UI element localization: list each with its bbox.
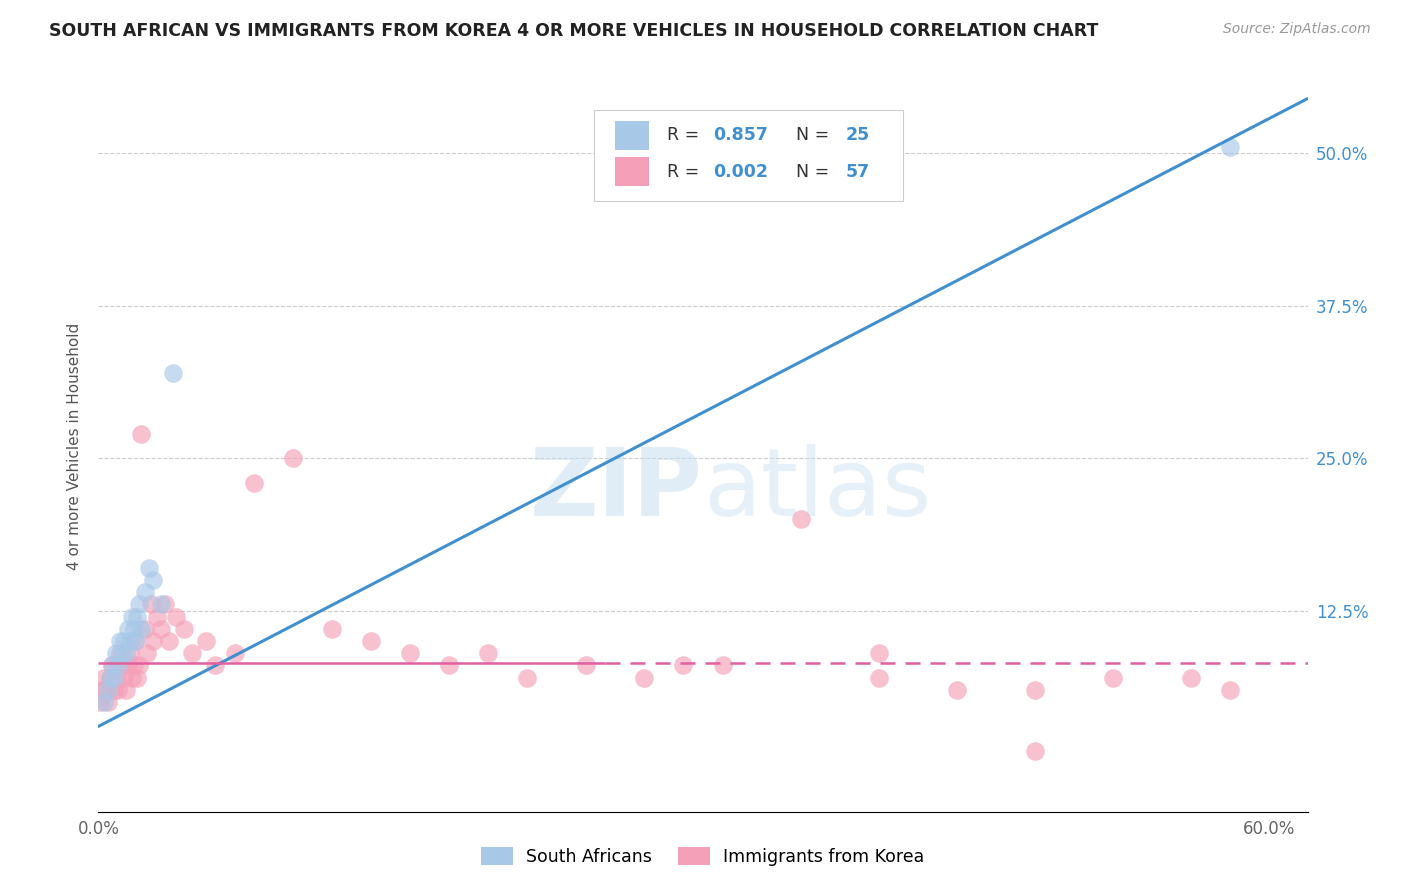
Point — [672, 658, 695, 673]
Point — [127, 609, 149, 624]
Point — [98, 671, 121, 685]
Point — [101, 658, 124, 673]
Point — [321, 622, 343, 636]
Point — [114, 682, 136, 697]
Point — [93, 671, 115, 685]
Point — [789, 512, 811, 526]
Point — [146, 609, 169, 624]
Point — [204, 658, 226, 673]
Point — [181, 646, 204, 660]
Point — [117, 658, 139, 673]
Point — [1219, 140, 1241, 154]
Point — [1024, 744, 1046, 758]
Text: R =: R = — [666, 162, 704, 181]
Point — [1101, 671, 1123, 685]
Text: R =: R = — [666, 126, 704, 145]
Point — [243, 475, 266, 490]
Point — [118, 646, 141, 660]
Point — [134, 622, 156, 636]
Point — [136, 646, 159, 660]
Point — [122, 658, 145, 673]
Point — [149, 598, 172, 612]
Point — [89, 695, 111, 709]
Point — [868, 646, 890, 660]
Point — [104, 646, 127, 660]
Point — [108, 634, 131, 648]
Point — [1219, 682, 1241, 697]
Text: 0.002: 0.002 — [713, 162, 768, 181]
Point — [139, 598, 162, 612]
Point — [114, 646, 136, 660]
Point — [121, 609, 143, 624]
Point — [157, 634, 180, 648]
Point — [127, 671, 149, 685]
Legend: South Africans, Immigrants from Korea: South Africans, Immigrants from Korea — [474, 840, 932, 872]
Bar — [614, 120, 648, 150]
Text: 0.857: 0.857 — [713, 126, 768, 145]
Point — [142, 573, 165, 587]
Point — [131, 622, 153, 636]
Point — [112, 671, 135, 685]
FancyBboxPatch shape — [595, 110, 903, 201]
Point — [97, 695, 120, 709]
Point — [98, 671, 121, 685]
Point — [117, 622, 139, 636]
Text: 25: 25 — [845, 126, 870, 145]
Point — [103, 671, 125, 685]
Point — [945, 682, 967, 697]
Point — [516, 671, 538, 685]
Point — [283, 451, 305, 466]
Point — [108, 646, 131, 660]
Point — [1024, 682, 1046, 697]
Point — [439, 658, 461, 673]
Point — [138, 561, 160, 575]
Point — [118, 634, 141, 648]
Point — [124, 634, 146, 648]
Point — [165, 609, 187, 624]
Point — [142, 634, 165, 648]
Point — [360, 634, 382, 648]
Point — [162, 366, 184, 380]
Point — [575, 658, 598, 673]
Text: N =: N = — [785, 162, 835, 181]
Point — [104, 671, 127, 685]
Point — [111, 658, 134, 673]
Point — [128, 598, 150, 612]
Y-axis label: 4 or more Vehicles in Household: 4 or more Vehicles in Household — [67, 322, 83, 570]
Point — [224, 646, 246, 660]
Point — [112, 634, 135, 648]
Point — [96, 682, 118, 697]
Point — [124, 634, 146, 648]
Point — [107, 658, 129, 673]
Point — [111, 646, 134, 660]
Bar — [614, 157, 648, 186]
Point — [633, 671, 655, 685]
Point — [121, 671, 143, 685]
Point — [399, 646, 422, 660]
Point — [173, 622, 195, 636]
Point — [1180, 671, 1202, 685]
Point — [868, 671, 890, 685]
Text: 57: 57 — [845, 162, 870, 181]
Point — [93, 695, 115, 709]
Point — [107, 682, 129, 697]
Point — [101, 658, 124, 673]
Point — [194, 634, 217, 648]
Text: atlas: atlas — [703, 444, 931, 536]
Point — [122, 622, 145, 636]
Point — [153, 598, 176, 612]
Point — [149, 622, 172, 636]
Point — [134, 585, 156, 599]
Point — [711, 658, 734, 673]
Point — [91, 682, 114, 697]
Point — [128, 658, 150, 673]
Text: Source: ZipAtlas.com: Source: ZipAtlas.com — [1223, 22, 1371, 37]
Text: SOUTH AFRICAN VS IMMIGRANTS FROM KOREA 4 OR MORE VEHICLES IN HOUSEHOLD CORRELATI: SOUTH AFRICAN VS IMMIGRANTS FROM KOREA 4… — [49, 22, 1098, 40]
Text: ZIP: ZIP — [530, 444, 703, 536]
Point — [103, 682, 125, 697]
Point — [97, 682, 120, 697]
Text: N =: N = — [785, 126, 835, 145]
Point — [477, 646, 499, 660]
Point — [131, 426, 153, 441]
